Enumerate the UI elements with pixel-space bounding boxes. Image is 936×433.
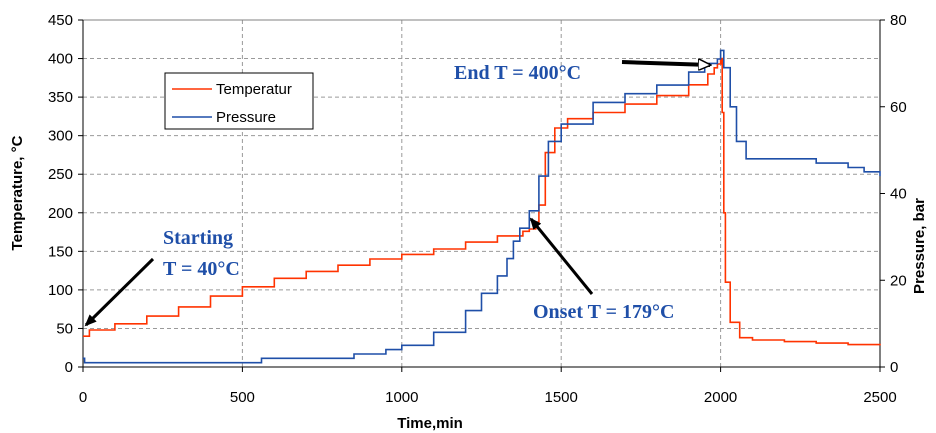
y-tick-label: 450 [48, 12, 73, 29]
x-tick-label: 0 [79, 389, 87, 406]
y-tick-label: 50 [56, 320, 73, 337]
x-tick-label: 2000 [704, 389, 737, 406]
y-tick-label: 0 [65, 359, 73, 376]
annotation-end-text: End T = 400°C [454, 62, 581, 84]
y-tick-label: 350 [48, 89, 73, 106]
legend-label-temperatur: Temperatur [216, 81, 292, 98]
y2-tick-label: 40 [890, 186, 907, 203]
annotation-starting-arrow [84, 257, 155, 327]
annotation-end: End T = 400°C [454, 62, 710, 84]
legend-box [164, 72, 314, 130]
y-tick-label: 150 [48, 243, 73, 260]
annotation-end-arrow [621, 62, 710, 65]
y-tick-label: 250 [48, 166, 73, 183]
y2-tick-label: 60 [890, 99, 907, 116]
y-tick-label: 300 [48, 128, 73, 145]
annotation-starting-line2: T = 40°C [163, 258, 240, 280]
x-tick-label: 1500 [545, 389, 578, 406]
legend: Temperatur Pressure [164, 72, 314, 130]
tick-labels: 0 500 1000 1500 2000 250005010015020025030035… [48, 12, 907, 406]
x-axis-title: Time,min [397, 415, 463, 432]
y2-tick-label: 0 [890, 359, 898, 376]
y-tick-label: 100 [48, 282, 73, 299]
x-tick-label: 2500 [863, 389, 896, 406]
series-line-pressure [83, 49, 881, 364]
annotation-onset-arrow [529, 217, 594, 295]
series-line-temperatur [83, 57, 881, 346]
annotation-onset: Onset T = 179°C [529, 217, 674, 323]
y2-tick-label: 20 [890, 272, 907, 289]
y-tick-label: 400 [48, 51, 73, 68]
series-group [83, 49, 881, 364]
legend-label-pressure: Pressure [216, 109, 276, 126]
annotation-starting: Starting T = 40°C [84, 227, 240, 327]
annotation-onset-text: Onset T = 179°C [533, 301, 674, 323]
y2-tick-label: 80 [890, 12, 907, 29]
x-tick-label: 500 [230, 389, 255, 406]
y-tick-label: 200 [48, 205, 73, 222]
annotation-starting-line1: Starting [163, 227, 233, 249]
y2-axis-title: Pressure, bar [911, 198, 928, 294]
x-tick-label: 1000 [385, 389, 418, 406]
y-axis-title: Temperature, °C [9, 135, 26, 250]
